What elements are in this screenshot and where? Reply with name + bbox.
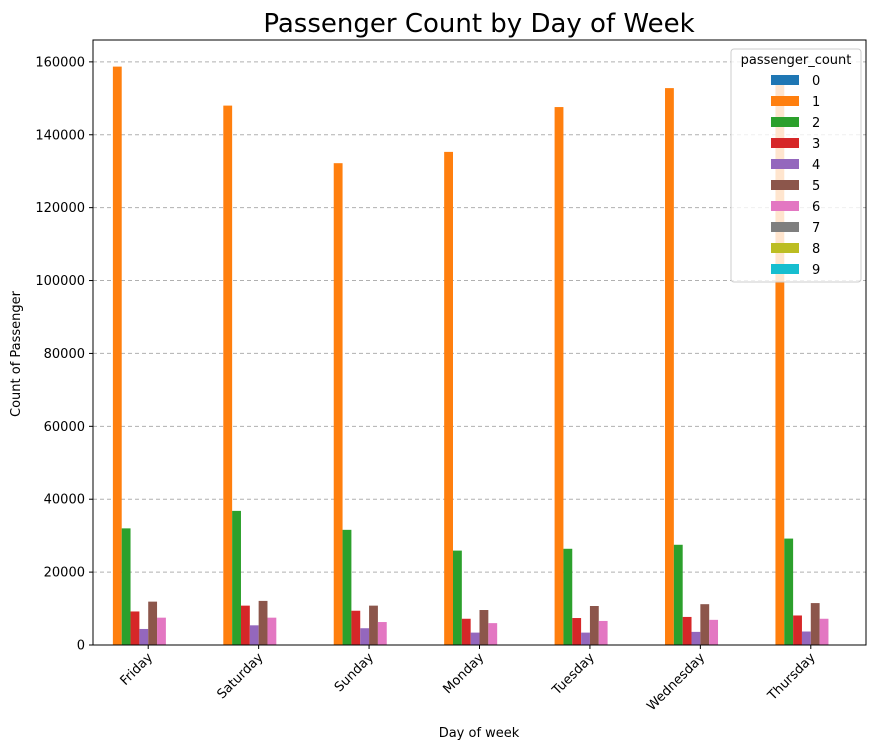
legend-title: passenger_count [741, 53, 852, 68]
legend-swatch-9 [771, 264, 799, 274]
legend-label: 8 [812, 242, 820, 257]
y-tick-label: 100000 [35, 274, 85, 289]
bar-sunday-1 [333, 163, 343, 645]
bar-wednesday-2 [673, 544, 683, 645]
y-tick-label: 0 [77, 639, 85, 654]
bar-saturday-4 [249, 625, 259, 645]
bar-tuesday-6 [598, 620, 608, 645]
bar-saturday-2 [232, 510, 241, 645]
bar-sunday-6 [377, 622, 387, 645]
legend-swatch-0 [771, 75, 799, 85]
bar-friday-5 [148, 601, 158, 645]
legend-label: 1 [812, 95, 820, 110]
bar-friday-1 [112, 66, 122, 646]
bar-tuesday-3 [572, 618, 582, 645]
bar-monday-3 [461, 618, 471, 645]
bar-tuesday-1 [554, 107, 564, 645]
bar-monday-4 [470, 632, 480, 645]
legend-swatch-3 [771, 138, 799, 148]
legend-swatch-8 [771, 243, 799, 253]
legend-swatch-7 [771, 222, 799, 232]
bar-sunday-5 [369, 605, 378, 645]
bar-wednesday-4 [691, 631, 701, 645]
bar-saturday-6 [267, 617, 277, 645]
y-tick-label: 140000 [35, 128, 85, 143]
bar-friday-3 [130, 611, 140, 645]
bar-sunday-4 [360, 628, 370, 645]
bar-thursday-6 [819, 618, 829, 645]
legend-swatch-1 [771, 96, 799, 106]
bar-monday-2 [452, 550, 462, 645]
legend-label: 4 [812, 158, 820, 173]
bar-tuesday-5 [589, 606, 599, 645]
legend-label: 2 [812, 116, 820, 131]
legend-label: 0 [812, 74, 820, 89]
bar-friday-4 [139, 628, 149, 645]
bar-wednesday-6 [709, 619, 719, 645]
legend-label: 6 [812, 200, 820, 215]
bar-sunday-3 [351, 610, 361, 645]
bar-monday-1 [444, 151, 453, 645]
bar-friday-6 [157, 617, 166, 645]
legend-swatch-4 [771, 159, 799, 169]
legend-label: 7 [812, 221, 820, 236]
chart-title: Passenger Count by Day of Week [263, 9, 694, 39]
bar-thursday-4 [801, 631, 811, 645]
bar-wednesday-1 [665, 88, 674, 645]
bar-sunday-2 [342, 529, 352, 645]
bar-saturday-1 [223, 105, 233, 645]
legend-swatch-2 [771, 117, 799, 127]
bar-friday-2 [121, 528, 131, 645]
y-axis-title: Count of Passenger [9, 290, 24, 417]
legend-swatch-6 [771, 201, 799, 211]
y-tick-label: 120000 [35, 201, 85, 216]
bar-wednesday-3 [682, 616, 692, 645]
legend-label: 5 [812, 179, 820, 194]
bar-monday-6 [488, 623, 498, 645]
bar-thursday-3 [793, 615, 802, 645]
bar-thursday-5 [810, 603, 820, 645]
x-axis-title: Day of week [439, 726, 520, 741]
bar-thursday-2 [784, 538, 794, 645]
legend-label: 3 [812, 137, 820, 152]
bar-tuesday-2 [563, 548, 573, 645]
y-axis: 0 20000 40000 60000 80000 100000 120000 140000 1… [35, 55, 93, 654]
bar-saturday-3 [240, 605, 250, 645]
y-tick-label: 160000 [35, 55, 85, 70]
y-tick-label: 60000 [44, 420, 85, 435]
y-tick-label: 20000 [44, 566, 85, 581]
bar-saturday-5 [258, 600, 268, 645]
bars [112, 66, 829, 646]
legend-swatch-5 [771, 180, 799, 190]
legend-label: 9 [812, 263, 820, 278]
y-tick-label: 40000 [44, 493, 85, 508]
bar-wednesday-5 [700, 604, 710, 645]
y-tick-label: 80000 [44, 347, 85, 362]
legend: passenger_count 0 1 2 3 4 5 6 7 8 9 [730, 48, 862, 283]
bar-thursday-1 [775, 76, 785, 645]
bar-tuesday-4 [581, 632, 590, 645]
bar-monday-5 [479, 610, 489, 645]
